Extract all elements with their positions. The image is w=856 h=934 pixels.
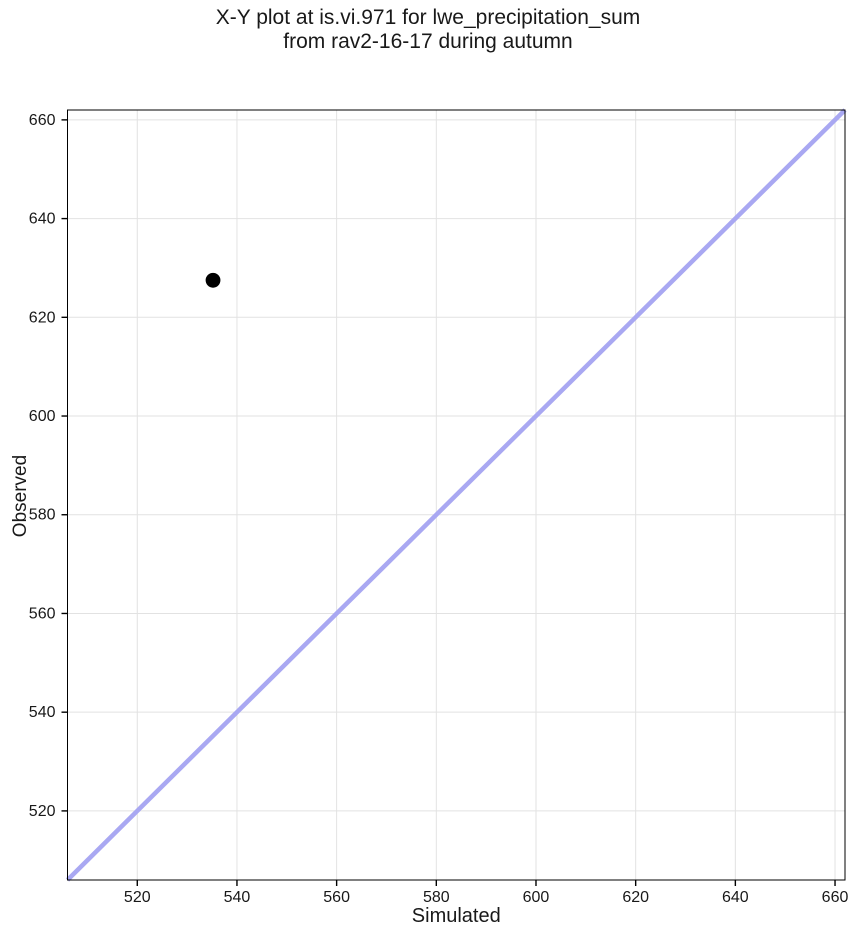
svg-text:580: 580 — [29, 507, 56, 524]
svg-text:520: 520 — [124, 889, 151, 906]
svg-text:600: 600 — [29, 408, 56, 425]
svg-text:580: 580 — [423, 889, 450, 906]
svg-text:540: 540 — [29, 704, 56, 721]
svg-text:620: 620 — [29, 309, 56, 326]
svg-text:600: 600 — [523, 889, 550, 906]
svg-text:520: 520 — [29, 803, 56, 820]
svg-text:660: 660 — [29, 112, 56, 129]
svg-text:620: 620 — [622, 889, 649, 906]
svg-text:660: 660 — [822, 889, 849, 906]
svg-text:640: 640 — [29, 211, 56, 228]
svg-text:540: 540 — [224, 889, 251, 906]
svg-text:640: 640 — [722, 889, 749, 906]
svg-text:560: 560 — [323, 889, 350, 906]
svg-text:560: 560 — [29, 605, 56, 622]
